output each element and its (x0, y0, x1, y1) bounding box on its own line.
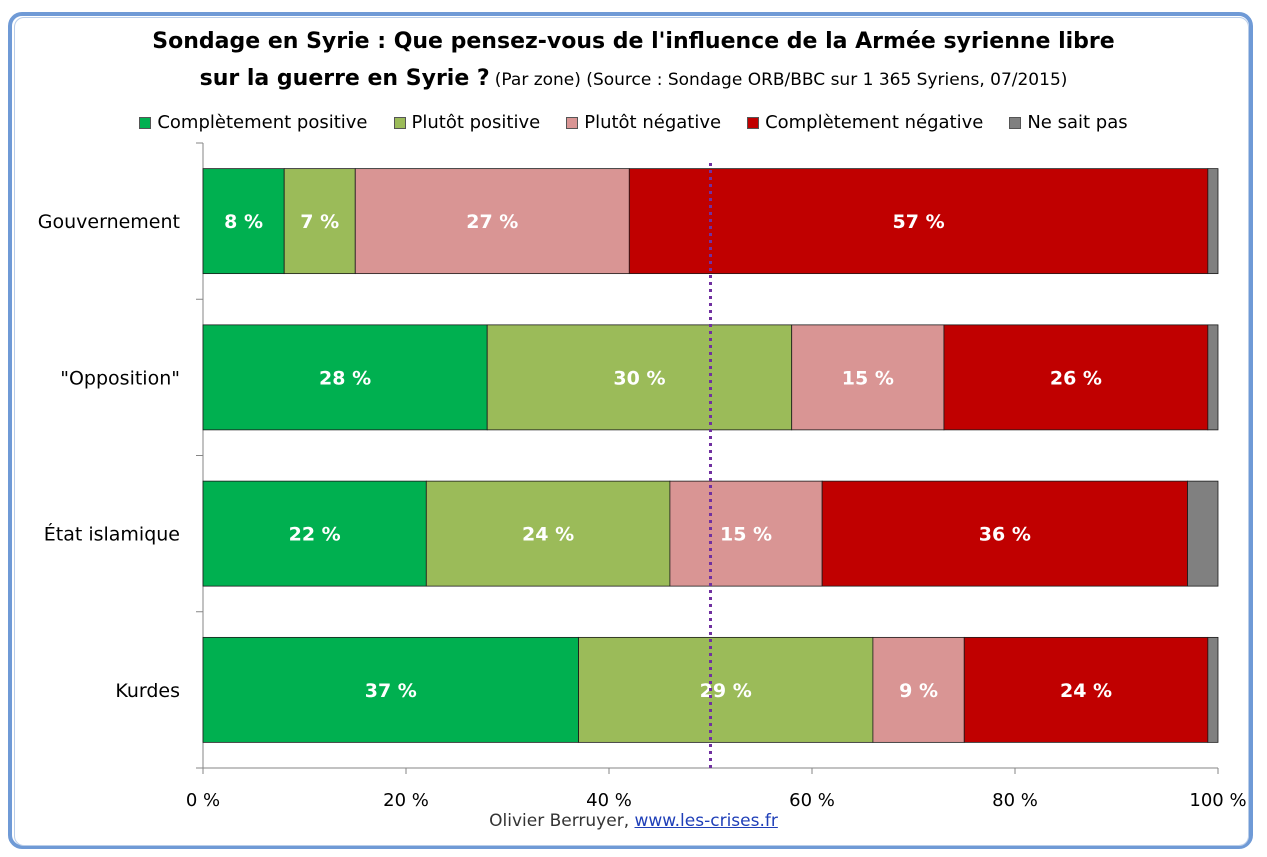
legend-swatch (393, 116, 406, 129)
footer-author: Olivier Berruyer, (489, 811, 630, 831)
data-label: 27 % (466, 211, 518, 233)
legend-label: Complètement négative (765, 112, 984, 133)
x-tick-label: 80 % (992, 790, 1038, 811)
data-label: 29 % (700, 680, 752, 702)
data-label: 28 % (319, 367, 371, 389)
x-tick-label: 20 % (383, 790, 429, 811)
bar-segment (872, 636, 965, 743)
legend-swatch (566, 116, 579, 129)
chart-legend: Complètement positive Plutôt positive Plut… (0, 112, 1267, 133)
x-tick-label: 60 % (789, 790, 835, 811)
bar-segment (202, 168, 285, 275)
chart-frame-inner (14, 17, 1249, 846)
data-label: 8 % (224, 211, 263, 233)
bar-segment (354, 168, 630, 275)
data-label: 15 % (842, 367, 894, 389)
legend-label: Plutôt positive (411, 112, 541, 133)
legend-item: Ne sait pas (1009, 112, 1128, 133)
data-label: 15 % (720, 524, 772, 546)
bar-segment (963, 636, 1209, 743)
legend-item: Plutôt négative (566, 112, 721, 133)
chart-source-note: (Par zone) (Source : Sondage ORB/BBC sur… (494, 70, 1068, 90)
bar-segment (202, 636, 579, 743)
bar-segment (1207, 168, 1219, 275)
bar-segment (425, 480, 671, 587)
data-label: 9 % (899, 680, 938, 702)
bar-segment (1187, 480, 1219, 587)
data-label: 7 % (300, 211, 339, 233)
x-tick-label: 40 % (586, 790, 632, 811)
data-label: 24 % (1060, 680, 1112, 702)
data-label: 24 % (522, 524, 574, 546)
data-label: 37 % (365, 680, 417, 702)
legend-swatch (747, 116, 760, 129)
legend-item: Complètement négative (747, 112, 983, 133)
chart-title: Sondage en Syrie : Que pensez-vous de l'… (152, 29, 1115, 54)
bar-segment (202, 324, 488, 431)
bar-segment (283, 168, 356, 275)
bar-segment (486, 324, 793, 431)
chart-subtitle: sur la guerre en Syrie ? (Par zone) (Sou… (0, 66, 1267, 91)
bar-segment (669, 480, 823, 587)
x-tick-label: 0 % (186, 790, 220, 811)
data-label: 26 % (1050, 367, 1102, 389)
footer-link[interactable]: www.les-crises.fr (634, 811, 778, 831)
legend-item: Plutôt positive (393, 112, 541, 133)
x-tick-label: 100 % (1189, 790, 1246, 811)
legend-label: Plutôt négative (584, 112, 722, 133)
legend-item: Complètement positive (139, 112, 368, 133)
bar-segment (1207, 324, 1219, 431)
data-label: 36 % (979, 524, 1031, 546)
category-label: État islamique (44, 523, 180, 546)
bar-segment (791, 324, 945, 431)
chart-title-line2: sur la guerre en Syrie ? (199, 66, 490, 91)
data-label: 22 % (289, 524, 341, 546)
legend-swatch (139, 116, 152, 129)
legend-label: Complètement positive (157, 112, 368, 133)
bar-segment (821, 480, 1188, 587)
legend-label: Ne sait pas (1027, 112, 1128, 133)
bar-segment (578, 636, 874, 743)
category-label: Kurdes (115, 680, 180, 702)
bar-segment (1207, 636, 1219, 743)
data-label: 57 % (893, 211, 945, 233)
legend-swatch (1009, 116, 1022, 129)
category-label: "Opposition" (60, 367, 180, 389)
data-label: 30 % (613, 367, 665, 389)
category-label: Gouvernement (38, 211, 180, 233)
bar-segment (202, 480, 427, 587)
chart-footer: Olivier Berruyer, www.les-crises.fr (0, 811, 1267, 831)
bar-segment (628, 168, 1209, 275)
